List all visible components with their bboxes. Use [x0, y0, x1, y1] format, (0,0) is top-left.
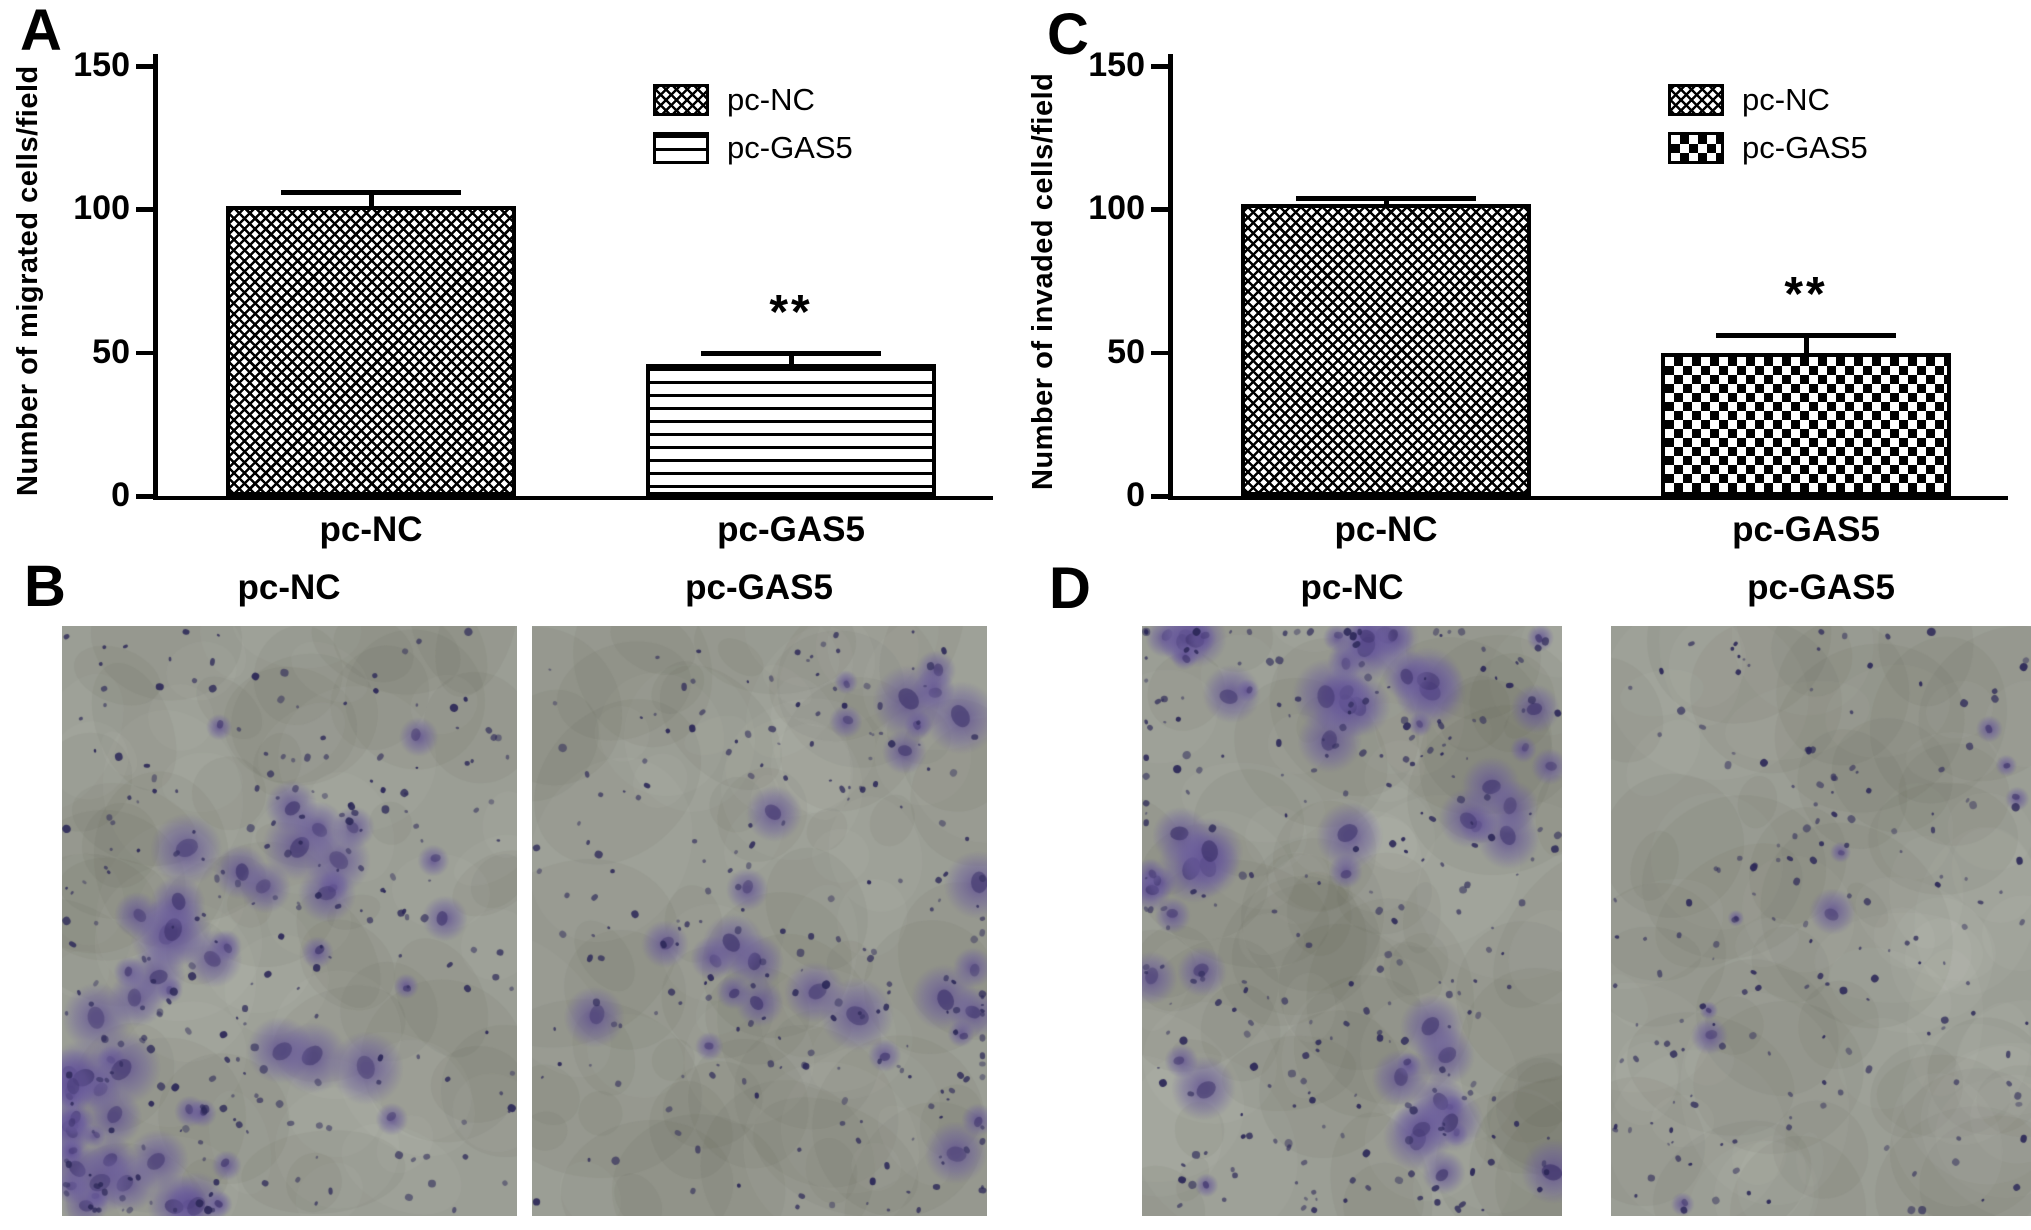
bar-pc-gas5 — [646, 364, 936, 496]
y-tick-label: 150 — [73, 46, 130, 84]
y-tick-mark — [1151, 64, 1168, 69]
legend-swatch-hlines — [653, 132, 709, 164]
legend-item: pc-GAS5 — [653, 130, 853, 166]
legend-swatch-checker — [1668, 132, 1724, 164]
invaded-cells-bar-chart: Number of invaded cells/field 0 50 100 150 pc… — [1015, 0, 2031, 558]
y-tick-label: 50 — [1107, 332, 1145, 371]
significance-marker: ** — [1784, 268, 1828, 322]
micrograph-title-d-pc-gas5: pc-GAS5 — [1747, 568, 1895, 607]
y-tick-mark — [136, 207, 153, 212]
legend-label: pc-NC — [1742, 82, 1830, 117]
panel-d: D pc-NC pc-GAS5 — [1015, 558, 2031, 1230]
error-bar-cap — [1716, 333, 1896, 339]
y-tick-label: 100 — [1088, 189, 1145, 228]
legend-label: pc-NC — [727, 82, 815, 117]
y-tick-mark — [136, 64, 153, 69]
legend-item: pc-NC — [653, 82, 815, 118]
error-bar-cap — [701, 350, 881, 356]
x-axis-line — [1168, 496, 2008, 500]
y-axis-line — [1168, 54, 1173, 499]
x-category-label: pc-GAS5 — [1732, 510, 1880, 549]
micrograph-image-d-pc-gas5 — [1611, 626, 2031, 1216]
micrograph-title-b-pc-nc: pc-NC — [237, 568, 341, 607]
micrograph-title-b-pc-gas5: pc-GAS5 — [685, 568, 833, 607]
panel-a-letter: A — [20, 0, 62, 63]
x-axis-line — [153, 496, 993, 500]
y-tick-mark — [1151, 350, 1168, 356]
x-category-label: pc-GAS5 — [717, 510, 865, 549]
y-tick-label: 100 — [73, 189, 130, 228]
y-tick-mark — [1151, 494, 1168, 499]
y-axis-line — [153, 54, 158, 499]
error-bar-stem — [1803, 335, 1809, 355]
y-axis-title: Number of invaded cells/field — [1027, 72, 1059, 490]
y-axis-title: Number of migrated cells/field — [12, 65, 44, 497]
error-bar-stem — [788, 352, 794, 367]
error-bar-cap — [281, 190, 461, 196]
panel-c-letter: C — [1047, 2, 1089, 67]
error-bar-stem — [1383, 197, 1389, 206]
error-bar-cap — [1296, 195, 1476, 201]
y-tick-label: 0 — [1126, 476, 1145, 514]
y-tick-mark — [136, 494, 153, 499]
panel-b: B pc-NC pc-GAS5 — [0, 558, 1016, 1230]
panel-d-letter: D — [1049, 556, 1091, 621]
significance-marker: ** — [769, 285, 813, 339]
y-tick-label: 0 — [111, 476, 130, 514]
panel-c: C Number of invaded cells/field 0 50 100 150… — [1015, 0, 2031, 558]
micrograph-title-d-pc-nc: pc-NC — [1300, 568, 1404, 607]
y-tick-mark — [1151, 207, 1168, 212]
bar-pc-gas5 — [1661, 352, 1951, 496]
legend-label: pc-GAS5 — [727, 130, 853, 165]
x-category-label: pc-NC — [319, 510, 423, 549]
x-category-label: pc-NC — [1334, 510, 1438, 549]
micrograph-image-d-pc-nc — [1142, 626, 1562, 1216]
error-bar-stem — [368, 192, 374, 209]
y-tick-mark — [136, 350, 153, 356]
y-tick-label: 50 — [92, 332, 130, 371]
legend-swatch-weave — [653, 84, 709, 116]
migrated-cells-bar-chart: Number of migrated cells/field 0 50 100 150 p… — [0, 0, 1016, 558]
legend-item: pc-GAS5 — [1668, 130, 1868, 166]
bar-pc-nc — [1241, 203, 1531, 496]
y-tick-label: 150 — [1088, 46, 1145, 84]
panel-a: A Number of migrated cells/field 0 50 100 15… — [0, 0, 1016, 558]
micrograph-image-b-pc-nc — [62, 626, 517, 1216]
legend-label: pc-GAS5 — [1742, 130, 1868, 165]
legend-swatch-weave — [1668, 84, 1724, 116]
micrograph-image-b-pc-gas5 — [532, 626, 987, 1216]
panel-b-letter: B — [24, 554, 66, 619]
bar-pc-nc — [226, 206, 516, 496]
legend-item: pc-NC — [1668, 82, 1830, 118]
